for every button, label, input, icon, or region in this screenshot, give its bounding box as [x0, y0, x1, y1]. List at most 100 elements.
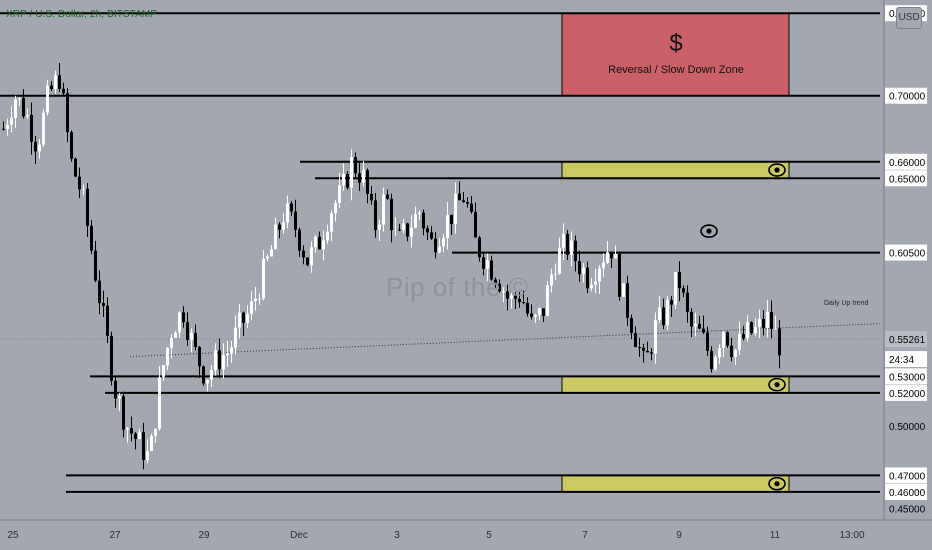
candle-body	[254, 298, 257, 302]
currency-button[interactable]: USD	[896, 7, 922, 29]
candle-body	[18, 98, 21, 100]
candle-body	[294, 211, 297, 230]
candle-body	[222, 355, 225, 370]
candle-body	[454, 193, 457, 224]
candle-body	[774, 328, 777, 330]
dollar-symbol: $	[669, 30, 683, 57]
candle-body	[750, 322, 753, 334]
candle-body	[134, 433, 137, 439]
candle-body	[642, 347, 645, 351]
candle-body	[702, 328, 705, 333]
price-tick-label: 0.60500	[889, 249, 926, 260]
candle-body	[710, 350, 713, 370]
candle-body	[550, 274, 553, 286]
eye-pupil	[774, 481, 780, 487]
candle-body	[426, 228, 429, 233]
candle-body	[490, 260, 493, 280]
candle-body	[670, 300, 673, 305]
candle-body	[378, 224, 381, 231]
candle-body	[94, 250, 97, 281]
candle-body	[150, 435, 153, 451]
eye-pupil	[774, 382, 780, 388]
candle-body	[170, 337, 173, 348]
candle-body	[202, 366, 205, 384]
candle-body	[186, 322, 189, 340]
candle-body	[410, 227, 413, 237]
candle-body	[242, 312, 245, 324]
candle-body	[518, 298, 521, 303]
candle-body	[138, 432, 141, 439]
zone-1	[561, 161, 790, 179]
price-tick-label: 0.45000	[889, 504, 926, 515]
candle-body	[706, 332, 709, 351]
trendline	[129, 323, 881, 358]
price-tick-label: 0.50000	[889, 422, 926, 433]
candle-body	[274, 224, 277, 250]
candle-body	[394, 229, 397, 231]
time-tick-label: 7	[582, 530, 588, 541]
candle-body	[382, 194, 385, 225]
candle-body	[474, 211, 477, 238]
candle-body	[446, 214, 449, 239]
candle-body	[762, 319, 765, 328]
candle-body	[30, 114, 33, 142]
candle-body	[122, 396, 125, 430]
countdown-label: 24:34	[889, 355, 914, 366]
candle-body	[82, 188, 85, 190]
candle-body	[554, 273, 557, 275]
reversal-zone-label: Reversal / Slow Down Zone	[608, 64, 744, 76]
candle-body	[730, 345, 733, 358]
candlestick-series	[2, 63, 781, 470]
candle-body	[142, 432, 145, 461]
candle-body	[438, 246, 441, 253]
candle-body	[698, 323, 701, 329]
price-label-bg	[885, 467, 927, 484]
price-tick-label: 0.47000	[889, 471, 926, 482]
candle-body	[322, 240, 325, 250]
candle-body	[586, 267, 589, 289]
candle-body	[486, 260, 489, 269]
price-label-bg	[885, 368, 927, 385]
candle-body	[462, 200, 465, 203]
candle-body	[538, 308, 541, 316]
trend-label: Daily Up trend	[824, 300, 869, 307]
candle-body	[2, 128, 5, 130]
time-tick-label: 13:00	[839, 530, 864, 541]
time-axis[interactable]: 25 27 29 Dec 3 5 7 9 11 13:00	[0, 519, 932, 541]
price-axis[interactable]: 0.750000.700000.660000.650000.605000.552…	[883, 0, 932, 550]
candle-body	[738, 334, 741, 350]
price-tick-label: 0.53000	[889, 372, 926, 383]
symbol-title[interactable]: XRP / U.S. Dollar, 2h, BITSTAMP	[6, 9, 158, 20]
eye-outline	[700, 224, 718, 238]
candle-body	[218, 350, 221, 370]
eye-icon	[768, 163, 786, 177]
candle-body	[182, 312, 185, 323]
candle-body	[358, 173, 361, 183]
candle-body	[386, 194, 389, 199]
candle-body	[126, 428, 129, 430]
candle-body	[662, 307, 665, 326]
candle-body	[574, 240, 577, 262]
candle-body	[470, 203, 473, 212]
candle-body	[6, 124, 9, 130]
candle-body	[158, 377, 161, 429]
candle-body	[262, 258, 265, 299]
candle-body	[78, 176, 81, 190]
candle-body	[522, 302, 525, 304]
candle-body	[230, 347, 233, 354]
time-tick-label: 11	[770, 530, 781, 541]
candle-body	[266, 256, 269, 259]
candle-body	[754, 326, 757, 334]
candle-body	[630, 317, 633, 333]
candle-body	[594, 281, 597, 285]
candle-body	[718, 347, 721, 358]
zone-2	[561, 375, 790, 394]
candle-body	[354, 156, 357, 174]
candle-body	[602, 262, 605, 269]
candle-body	[162, 365, 165, 378]
candle-body	[258, 298, 261, 300]
candle-body	[214, 350, 217, 371]
candle-body	[766, 311, 769, 328]
time-tick-label: 5	[486, 530, 492, 541]
